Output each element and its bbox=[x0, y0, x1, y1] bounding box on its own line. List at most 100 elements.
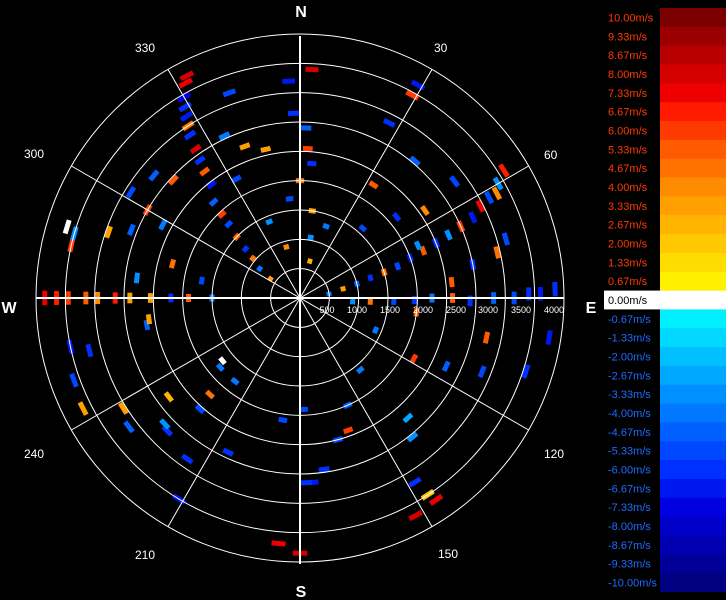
velocity-bin bbox=[161, 424, 174, 437]
velocity-bin bbox=[491, 186, 503, 201]
angle-label-30: 30 bbox=[434, 41, 448, 55]
range-label-1000: 1000 bbox=[347, 305, 367, 315]
velocity-bin bbox=[218, 356, 227, 366]
velocity-bin bbox=[371, 326, 380, 335]
legend-label-bg bbox=[604, 422, 660, 442]
legend-label: -6.00m/s bbox=[608, 465, 651, 477]
legend-label-bg bbox=[604, 309, 660, 329]
legend-label: 1.33m/s bbox=[608, 257, 648, 269]
legend-label: -2.00m/s bbox=[608, 352, 651, 364]
polar-grid bbox=[35, 33, 565, 564]
legend-label-bg bbox=[604, 365, 660, 386]
compass-north: N bbox=[295, 4, 307, 21]
legend-label: -7.33m/s bbox=[608, 502, 651, 514]
legend-label-bg bbox=[604, 497, 660, 518]
angle-label-120: 120 bbox=[544, 447, 564, 461]
compass-east: E bbox=[586, 300, 597, 317]
velocity-bin bbox=[159, 418, 171, 430]
velocity-bin bbox=[408, 476, 422, 488]
legend-label: -8.67m/s bbox=[608, 540, 651, 552]
legend-label-bg bbox=[604, 252, 660, 273]
legend-color-bars bbox=[604, 8, 726, 592]
velocity-bin bbox=[230, 376, 240, 386]
velocity-bin bbox=[239, 142, 251, 151]
legend-label-bg bbox=[604, 290, 660, 310]
velocity-bin bbox=[448, 276, 455, 288]
velocity-bin bbox=[368, 180, 379, 190]
compass-west: W bbox=[1, 300, 17, 317]
range-label-1500: 1500 bbox=[380, 305, 400, 315]
range-label-2500: 2500 bbox=[446, 305, 466, 315]
legend-label: 4.00m/s bbox=[608, 182, 648, 194]
angle-label-210: 210 bbox=[135, 548, 155, 562]
velocity-bin bbox=[163, 391, 174, 403]
angle-label-240: 240 bbox=[24, 447, 44, 461]
legend-label-bg bbox=[604, 478, 660, 499]
velocity-bin bbox=[85, 343, 94, 358]
velocity-bin bbox=[183, 129, 197, 141]
velocity-bin bbox=[521, 364, 531, 379]
velocity-bin bbox=[125, 185, 137, 199]
range-label-3500: 3500 bbox=[511, 305, 531, 315]
velocity-bin bbox=[498, 163, 510, 178]
velocity-bin bbox=[215, 362, 225, 372]
legend-label: 8.00m/s bbox=[608, 69, 648, 81]
legend-label: 6.67m/s bbox=[608, 107, 648, 119]
velocity-bin bbox=[256, 265, 264, 273]
range-labels: 500 1000 1500 2000 2500 3000 3500 4000 bbox=[319, 305, 564, 315]
velocity-color-legend: 10.00m/s 9.33m/s 8.67m/s 8.00m/s 7.33m/s 6.67… bbox=[604, 8, 726, 592]
legend-label: 8.67m/s bbox=[608, 50, 648, 62]
legend-label: 3.33m/s bbox=[608, 201, 648, 213]
velocity-bin bbox=[224, 219, 234, 229]
velocity-bin bbox=[179, 110, 194, 122]
legend-label-bg bbox=[604, 121, 660, 141]
velocity-bin bbox=[217, 209, 227, 219]
velocity-bin bbox=[300, 479, 313, 486]
legend-label: -4.00m/s bbox=[608, 408, 651, 420]
legend-label: -4.67m/s bbox=[608, 427, 651, 439]
legend-label: -1.33m/s bbox=[608, 333, 651, 345]
velocity-bin bbox=[123, 420, 135, 434]
legend-label: 2.67m/s bbox=[608, 220, 648, 232]
velocity-bin bbox=[552, 281, 558, 297]
legend-label-bg bbox=[604, 271, 660, 292]
legend-label: -5.33m/s bbox=[608, 446, 651, 458]
compass-labels: N E S W bbox=[1, 4, 596, 600]
velocity-bin bbox=[199, 166, 211, 177]
velocity-bin bbox=[449, 175, 461, 188]
velocity-bin bbox=[402, 412, 414, 424]
legend-label-bg bbox=[604, 573, 660, 592]
velocity-bin bbox=[318, 466, 330, 473]
range-label-3000: 3000 bbox=[478, 305, 498, 315]
velocity-bin bbox=[300, 125, 312, 131]
velocity-bin bbox=[180, 453, 194, 465]
velocity-bin bbox=[205, 389, 215, 400]
velocity-bin bbox=[283, 243, 290, 251]
velocity-bin bbox=[355, 365, 365, 375]
legend-label-bg bbox=[604, 64, 660, 84]
legend-label: -8.00m/s bbox=[608, 521, 651, 533]
velocity-bin bbox=[367, 298, 373, 305]
legend-label: -3.33m/s bbox=[608, 389, 651, 401]
legend-label-bg bbox=[604, 83, 660, 103]
velocity-bin bbox=[483, 190, 495, 205]
velocity-bin bbox=[145, 313, 153, 325]
velocity-bin bbox=[409, 155, 421, 167]
legend-label-bg bbox=[604, 234, 660, 254]
velocity-bin bbox=[340, 285, 347, 292]
velocity-bin bbox=[493, 246, 502, 259]
legend-label-bg bbox=[604, 460, 660, 480]
legend-label: -6.67m/s bbox=[608, 483, 651, 495]
velocity-bin bbox=[158, 219, 168, 231]
legend-label-bg bbox=[604, 102, 660, 122]
velocity-bin bbox=[278, 416, 288, 424]
legend-label-bg bbox=[604, 554, 660, 574]
legend-label-bg bbox=[604, 403, 660, 423]
velocity-bin bbox=[302, 145, 313, 152]
range-label-4000: 4000 bbox=[544, 305, 564, 315]
velocity-bin bbox=[409, 353, 419, 364]
velocity-bin bbox=[62, 219, 72, 235]
velocity-bin bbox=[194, 404, 206, 415]
legend-label: 9.33m/s bbox=[608, 31, 648, 43]
legend-label-bg bbox=[604, 158, 660, 179]
